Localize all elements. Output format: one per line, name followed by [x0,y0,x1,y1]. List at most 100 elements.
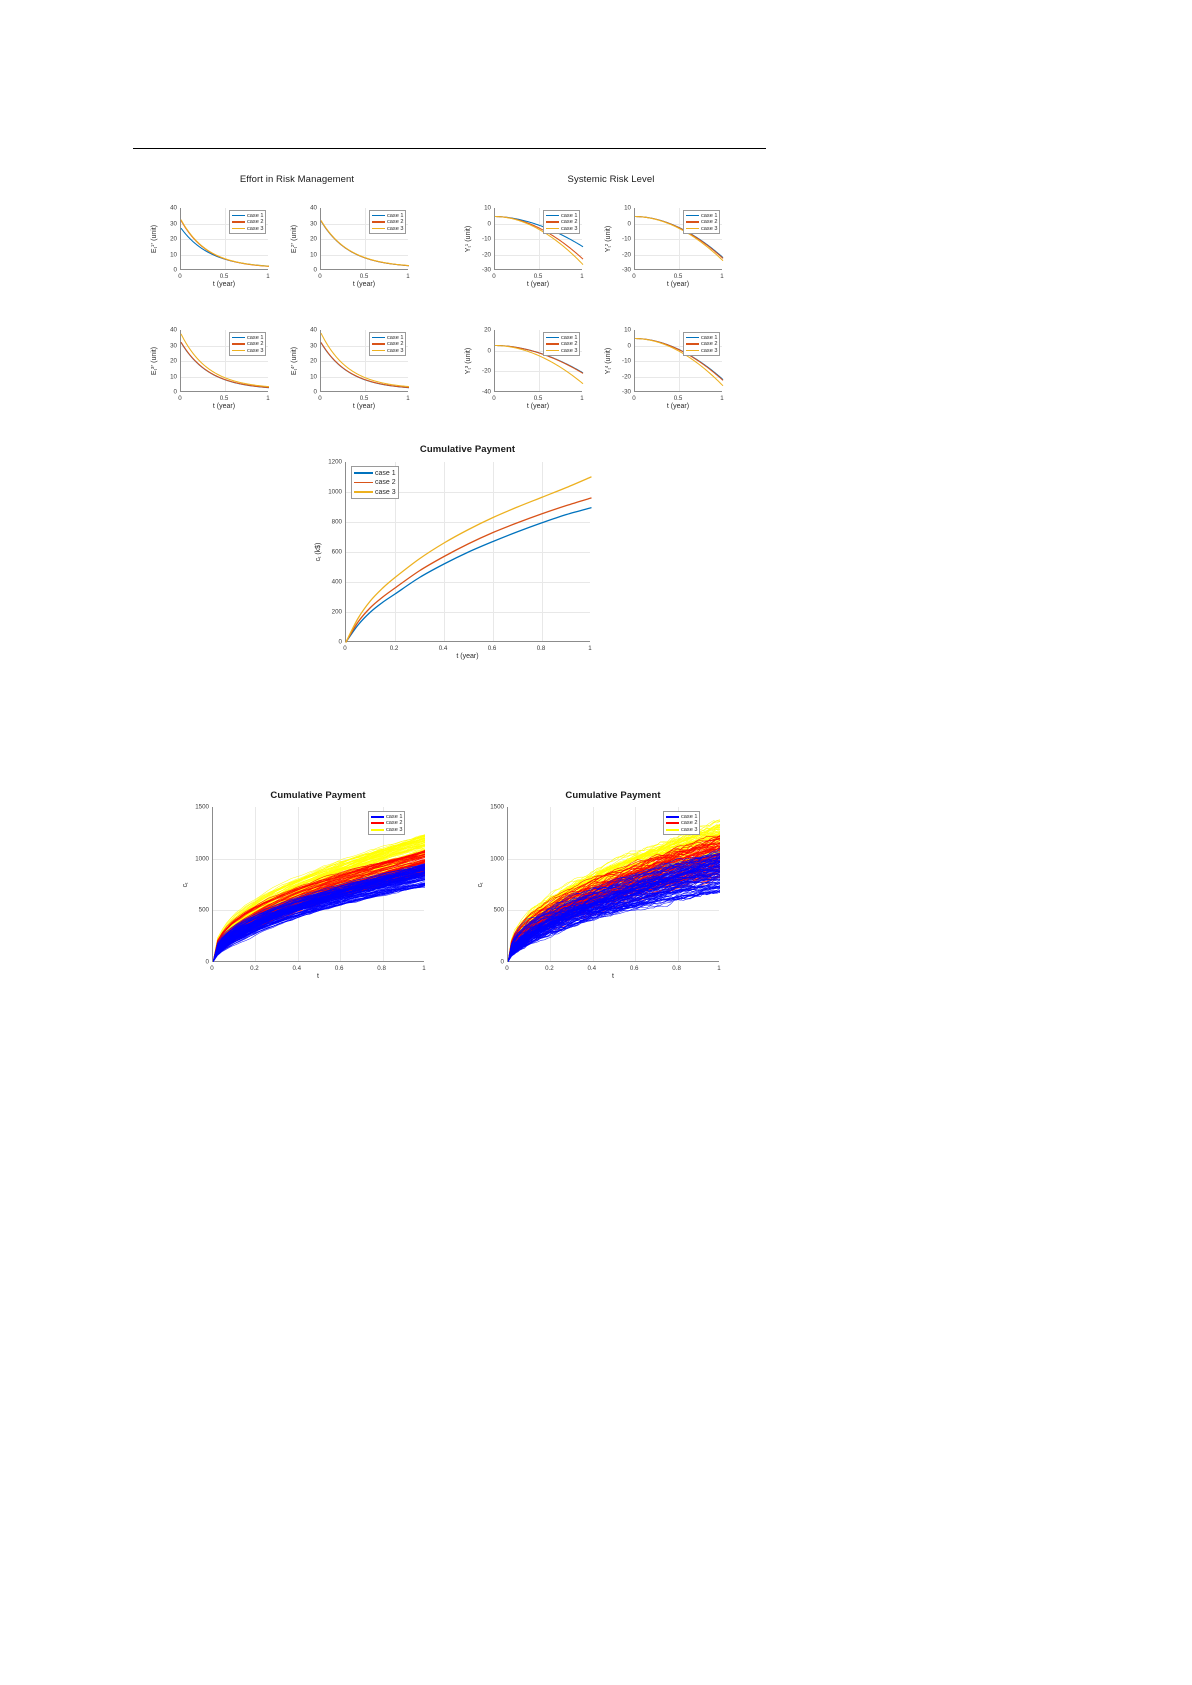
risk-Y1-ytick: -10 [482,235,491,243]
cumulative-payment-mc-left-ytick: 1500 [195,803,209,811]
risk-Y1-xtick: 1 [580,272,584,280]
cumulative-main-ytick: 800 [331,518,342,526]
legend-row[interactable]: case 1 [686,213,717,219]
legend-row[interactable]: case 1 [546,213,577,219]
cumulative-payment-mc-left-xtick: 0.2 [250,964,259,972]
legend-row[interactable]: case 3 [371,827,402,833]
effort-E4-xtick: 0 [318,394,322,402]
effort-E2-ytick: 40 [310,204,317,212]
legend-row[interactable]: case 2 [354,478,396,487]
legend-swatch-1 [232,336,245,339]
legend-label-3: case 3 [247,347,264,354]
legend-row[interactable]: case 2 [232,341,263,347]
legend-row[interactable]: case 2 [686,219,717,225]
risk-Y3-ylabel: Yt3 (unit) [464,347,473,375]
figure-cumulative-payment-mc-left: Cumulative Payment 1500 1000 500 0 0 0.2 0.4 0.6… [170,785,435,1000]
legend-swatch-2 [372,221,385,223]
legend-label-3: case 3 [561,225,578,232]
legend-row[interactable]: case 1 [666,814,697,820]
legend-row[interactable]: case 2 [232,219,263,225]
gridline-h [321,361,408,362]
legend-row[interactable]: case 2 [372,341,403,347]
gridline-h [213,858,424,860]
legend-row[interactable]: case 3 [354,488,396,497]
effort-E2-legend[interactable]: case 1 case 2 case 3 [369,210,407,234]
mc-path [508,883,720,962]
risk-Y4-ytick: -20 [622,373,631,380]
cumulative-payment-mc-left-ytick: 1000 [195,855,209,863]
legend-row[interactable]: case 1 [232,213,263,219]
legend-swatch-1 [232,214,245,217]
cumulative-payment-mc-right-legend[interactable]: case 1 case 2 case 3 [663,811,701,835]
legend-row[interactable]: case 3 [686,348,717,354]
mc-path [213,835,425,962]
legend-row[interactable]: case 3 [686,226,717,232]
legend-row[interactable]: case 3 [372,348,403,354]
effort-E1-ylabel: Et1* (unit) [150,224,159,254]
legend-row[interactable]: case 2 [666,820,697,826]
gridline-h [181,239,268,240]
effort-E2-xtick: 1 [406,272,410,280]
mc-path [508,878,720,962]
cumulative-payment-mc-left-plot-area [213,834,425,962]
cumulative-main-legend[interactable]: case 1 case 2 case 3 [351,466,399,499]
legend-row[interactable]: case 2 [371,820,402,826]
legend-row[interactable]: case 3 [666,827,697,833]
legend-row[interactable]: case 1 [371,814,402,820]
mc-path [508,883,720,962]
risk-Y2-ytick: -10 [622,235,631,243]
risk-Y2-legend[interactable]: case 1 case 2 case 3 [683,210,721,234]
cumulative-payment-mc-right-xtick: 0 [505,964,509,972]
gridline-v [395,462,396,641]
legend-row[interactable]: case 2 [546,341,577,347]
mc-path [508,888,720,962]
risk-Y2-xtick: 1 [720,272,724,280]
risk-Y3-legend[interactable]: case 1 case 2 case 3 [543,332,581,356]
effort-E4-legend[interactable]: case 1 case 2 case 3 [369,332,407,356]
gridline-v [539,208,540,269]
effort-E3-ytick: 20 [170,357,177,365]
legend-row[interactable]: case 1 [546,335,577,341]
legend-swatch-1 [354,472,373,474]
legend-row[interactable]: case 3 [232,348,263,354]
mc-path [213,866,425,962]
figure-systemic-risk-level: Systemic Risk Level 10 0 -10 -20 -30 0 0.5 1 t (… [462,172,760,410]
legend-label-1: case 1 [247,212,264,219]
legend-row[interactable]: case 1 [372,213,403,219]
effort-E3-legend[interactable]: case 1 case 2 case 3 [229,332,267,356]
risk-Y1-legend[interactable]: case 1 case 2 case 3 [543,210,581,234]
cumulative-payment-mc-left-legend[interactable]: case 1 case 2 case 3 [368,811,406,835]
effort-E1-legend[interactable]: case 1 case 2 case 3 [229,210,267,234]
risk-Y4-ytick: -30 [622,388,631,396]
series-line [494,344,584,385]
legend-row[interactable]: case 3 [546,226,577,232]
gridline-h [321,345,408,347]
risk-Y3-ytick: -40 [482,388,491,396]
legend-label-2: case 2 [387,341,404,347]
mc-path [508,866,720,962]
risk-Y4-legend[interactable]: case 1 case 2 case 3 [683,332,721,356]
mc-path [508,847,720,962]
figure-effort-in-risk-management: Effort in Risk Management 40 30 20 10 0 0 0.5 1… [148,172,446,410]
cumulative-payment-mc-left-ytick: 500 [198,906,209,914]
legend-row[interactable]: case 1 [232,335,263,341]
cumulative-main-plot-area [345,476,592,643]
legend-row[interactable]: case 1 [354,469,396,478]
legend-row[interactable]: case 2 [546,219,577,225]
legend-row[interactable]: case 2 [372,219,403,225]
risk-Y1-axes [494,208,584,270]
legend-label-1: case 1 [387,212,404,219]
legend-row[interactable]: case 2 [686,341,717,347]
legend-row[interactable]: case 1 [372,335,403,341]
legend-row[interactable]: case 3 [372,226,403,232]
effort-E1-ytick: 40 [170,204,177,212]
effort-E3-ytick: 30 [170,342,177,349]
legend-swatch-3 [546,349,559,352]
legend-row[interactable]: case 3 [546,348,577,354]
legend-row[interactable]: case 3 [232,226,263,232]
legend-row[interactable]: case 1 [686,335,717,341]
legend-label-1: case 1 [561,212,578,219]
effort-E1-plot-area [180,219,270,267]
cumulative-payment-mc-left-ytick: 0 [205,958,209,966]
cumulative-payment-mc-right-ylabel: ct [477,882,485,887]
